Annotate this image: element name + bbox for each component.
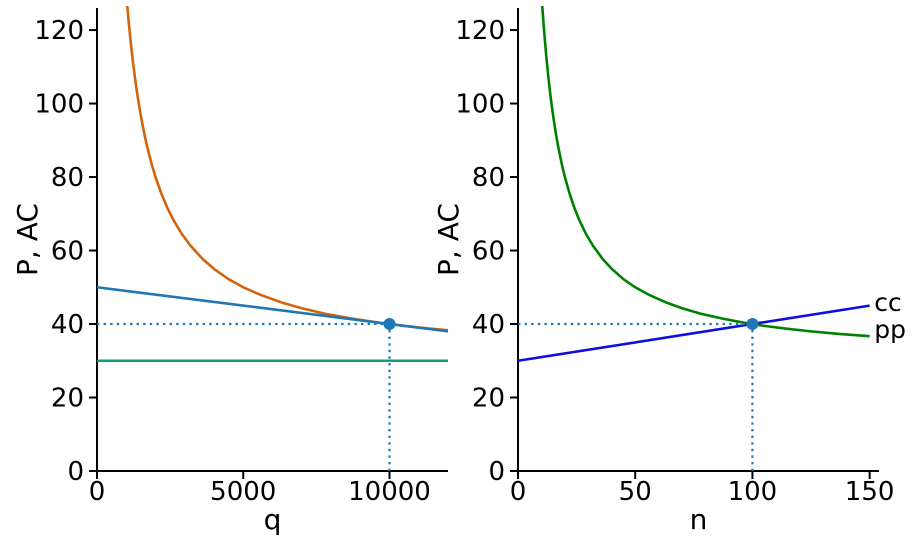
- y-tick-label: 40: [51, 310, 84, 340]
- plot-area: [96, 6, 449, 471]
- y-tick-label: 0: [488, 457, 505, 487]
- y-tick-label: 40: [472, 310, 505, 340]
- y-axis-label: P, AC: [432, 203, 465, 276]
- tangency-point: [383, 318, 396, 331]
- average-cost-curve: [126, 6, 449, 332]
- chart-q-panel: 0 5000 10000 0 20 40 60 80 100 120 q P, AC: [11, 6, 449, 536]
- y-tick-label: 80: [472, 163, 505, 193]
- y-axis-label: P, AC: [11, 203, 44, 276]
- x-axis-label: q: [264, 503, 282, 536]
- pp-label: pp: [874, 315, 906, 344]
- cc-line: [517, 304, 870, 363]
- y-tick-label: 60: [51, 237, 84, 267]
- x-tick-label: 100: [728, 477, 778, 507]
- cc-label: cc: [874, 288, 902, 317]
- y-tick-label: 100: [455, 90, 505, 120]
- y-tick-label: 20: [472, 384, 505, 414]
- y-tick-label: 20: [51, 384, 84, 414]
- x-tick-label: 5000: [210, 477, 276, 507]
- x-tick-label: 0: [89, 477, 106, 507]
- y-tick-label: 80: [51, 163, 84, 193]
- x-tick-label: 50: [619, 477, 652, 507]
- x-tick-label: 0: [510, 477, 527, 507]
- x-axis-label: n: [690, 503, 708, 536]
- pp-curve: [540, 6, 870, 338]
- x-tick-label: 150: [845, 477, 895, 507]
- y-tick-label: 60: [472, 237, 505, 267]
- plot-area: [517, 6, 870, 471]
- y-tick-label: 100: [34, 90, 84, 120]
- y-tick-label: 120: [34, 16, 84, 46]
- x-tick-label: 10000: [348, 477, 431, 507]
- equilibrium-point: [746, 318, 759, 331]
- y-tick-label: 120: [455, 16, 505, 46]
- y-tick-label: 0: [67, 457, 84, 487]
